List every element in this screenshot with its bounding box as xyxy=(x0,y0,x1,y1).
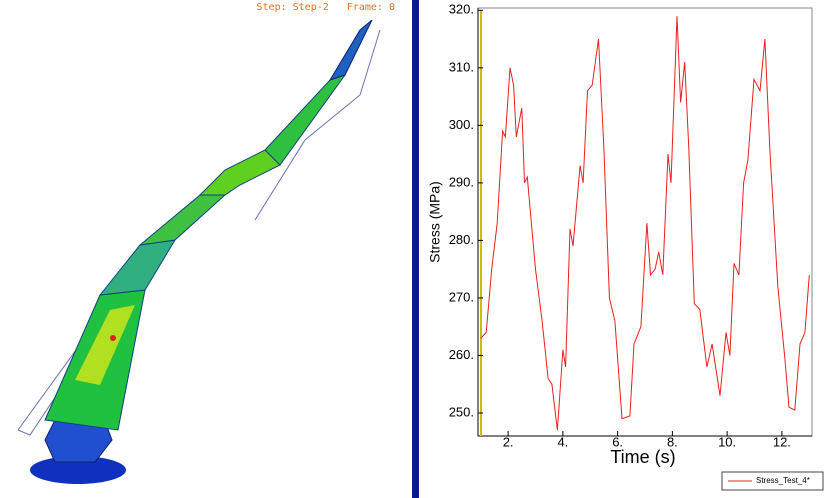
y-tick-label: 260. xyxy=(449,347,474,362)
x-axis-title: Time (s) xyxy=(610,447,675,467)
legend-box xyxy=(721,471,824,491)
series-line xyxy=(480,16,810,431)
y-axis-title: Stress (MPa) xyxy=(427,181,443,263)
status-text: Step: Step-2 Frame: 0 xyxy=(257,2,395,13)
y-tick-label: 290. xyxy=(449,174,474,189)
x-tick-label: 6. xyxy=(612,434,623,449)
base xyxy=(30,456,126,484)
x-tick-label: 2. xyxy=(503,434,514,449)
y-tick-label: 300. xyxy=(449,117,474,132)
y-tick-label: 270. xyxy=(449,289,474,304)
marker xyxy=(110,335,116,341)
stress-zone xyxy=(75,305,135,385)
x-tick-label: 10. xyxy=(718,434,736,449)
viewport: Step: Step-2 Frame: 0 xyxy=(17,2,395,484)
outline xyxy=(254,29,381,221)
divider xyxy=(412,0,419,498)
y-tick-label: 250. xyxy=(449,404,474,419)
x-tick-label: 8. xyxy=(667,434,678,449)
legend: Stress_Test_4* xyxy=(721,471,824,491)
y-tick-label: 280. xyxy=(449,232,474,247)
x-tick-label: 12. xyxy=(773,434,791,449)
y-tick-label: 320. xyxy=(449,2,474,17)
boom xyxy=(328,19,373,81)
y-tick-label: 310. xyxy=(449,59,474,74)
x-tick-label: 4. xyxy=(557,434,568,449)
legend-label: Stress_Test_4* xyxy=(756,476,810,485)
